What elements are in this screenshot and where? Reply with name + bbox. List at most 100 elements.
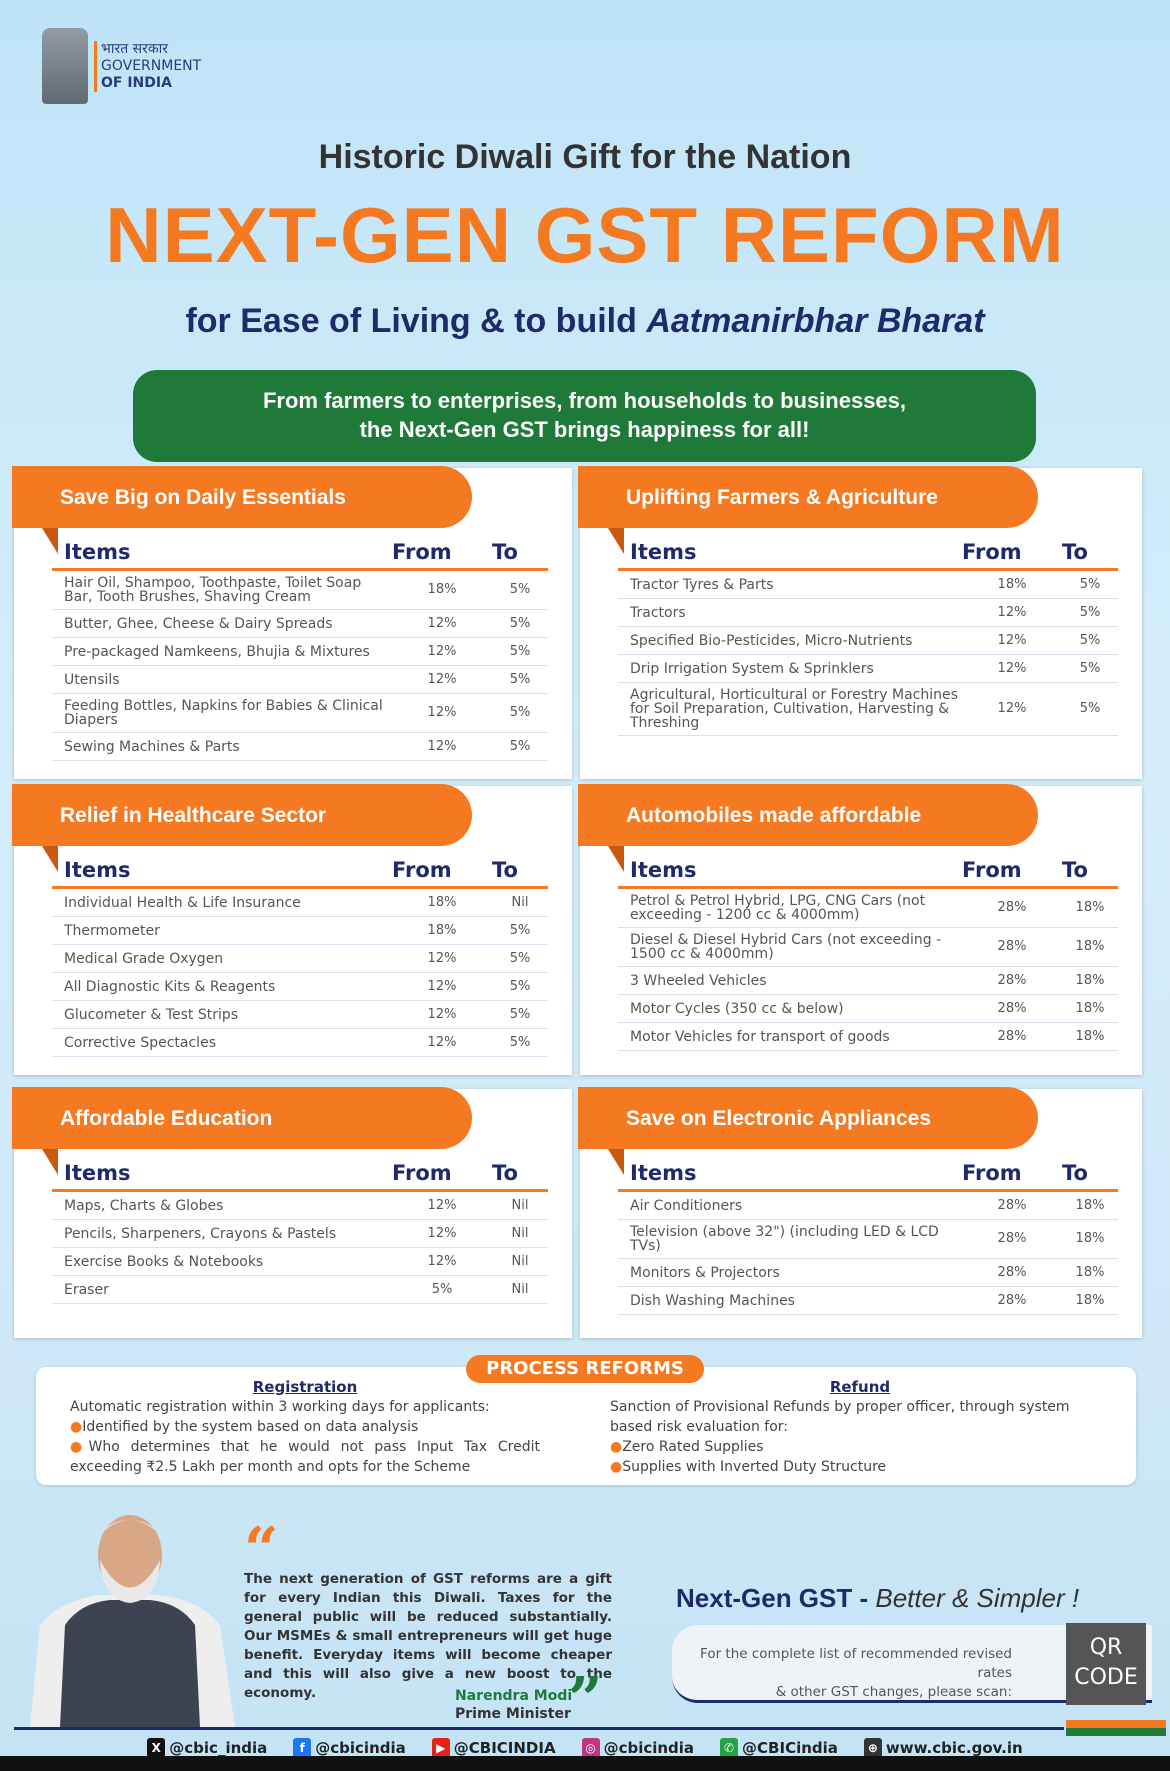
section-panel: Relief in Healthcare Sector Items From To I…	[12, 784, 572, 1075]
quote-role: Prime Minister	[455, 1706, 571, 1722]
header-to: To	[492, 540, 518, 564]
refund-bullet: ●Zero Rated Supplies	[610, 1439, 764, 1455]
social-link[interactable]: f @cbicindia	[293, 1738, 406, 1758]
instagram-icon: ◎	[581, 1738, 600, 1758]
table-row: Motor Cycles (350 cc & below) 28% 18%	[618, 995, 1118, 1023]
social-link[interactable]: ▶ @CBICINDIA	[431, 1738, 556, 1758]
bottom-bar	[0, 1756, 1170, 1771]
table-row: Agricultural, Horticultural or Forestry …	[618, 683, 1118, 736]
section-title: Relief in Healthcare Sector	[12, 784, 472, 872]
to-rate: 18%	[1075, 972, 1105, 988]
to-rate: 18%	[1075, 1264, 1105, 1280]
to-rate: 18%	[1075, 900, 1105, 915]
item: Monitors & Projectors	[630, 1264, 780, 1281]
header-from: From	[392, 858, 452, 882]
social-handle: www.cbic.gov.in	[885, 1739, 1023, 1757]
to-rate: Nil	[511, 1197, 529, 1213]
page-title: Historic Diwali Gift for the Nation	[318, 138, 852, 176]
section-panel: Uplifting Farmers & Agriculture Items Fro…	[578, 466, 1142, 779]
social-link[interactable]: X @cbic_india	[147, 1738, 267, 1758]
social-handle: @cbic_india	[169, 1739, 268, 1757]
rates-table: Items From To Maps, Charts & Globes 12% Nil Pe…	[52, 1155, 548, 1304]
whatsapp-icon: ✆	[720, 1738, 739, 1758]
header-from: From	[392, 1161, 452, 1185]
item: Eraser	[64, 1281, 109, 1298]
social-handle: @cbicindia	[315, 1739, 406, 1757]
to-rate: 5%	[509, 1006, 531, 1022]
header-items: Items	[630, 858, 697, 882]
refund-title: Refund	[829, 1378, 891, 1396]
qr-code[interactable]: QR CODE	[1066, 1623, 1146, 1705]
social-handle: @CBICindia	[742, 1739, 838, 1757]
item: Maps, Charts & Globes	[64, 1197, 224, 1214]
from-rate: 12%	[997, 660, 1027, 676]
item: Motor Cycles (350 cc & below)	[630, 1000, 844, 1017]
national-emblem-icon	[42, 28, 88, 104]
table-row: Monitors & Projectors 28% 18%	[618, 1259, 1118, 1287]
table-row: Maps, Charts & Globes 12% Nil	[52, 1192, 548, 1220]
item: Pencils, Sharpeners, Crayons & Pastels	[64, 1225, 337, 1242]
header-items: Items	[64, 540, 131, 564]
social-link[interactable]: ✆ @CBICindia	[720, 1738, 838, 1758]
item: Petrol & Petrol Hybrid, LPG, CNG Cars (n…	[630, 893, 926, 923]
section-title: Uplifting Farmers & Agriculture	[578, 466, 1038, 554]
table-row: Pencils, Sharpeners, Crayons & Pastels 12…	[52, 1220, 548, 1248]
to-rate: 5%	[1079, 701, 1101, 716]
to-rate: Nil	[511, 894, 529, 910]
from-rate: 12%	[997, 604, 1027, 620]
table-row: Utensils 12% 5%	[52, 666, 548, 694]
header-to: To	[492, 1161, 518, 1185]
from-rate: 28%	[997, 1292, 1027, 1308]
quote-author: Narendra Modi	[455, 1688, 573, 1704]
social-links: X @cbic_india f @cbicindia ▶ @CBICINDIA ◎ @cbic…	[0, 1732, 1170, 1764]
green-banner: From farmers to enterprises, from househ…	[133, 370, 1036, 462]
to-rate: 5%	[1079, 576, 1101, 592]
table-row: Diesel & Diesel Hybrid Cars (not exceedi…	[618, 928, 1118, 967]
social-link[interactable]: ◎ @cbicindia	[581, 1738, 694, 1758]
table-row: Exercise Books & Notebooks 12% Nil	[52, 1248, 548, 1276]
rates-table: Items From To Hair Oil, Shampoo, Toothpaste…	[52, 534, 548, 761]
item: Motor Vehicles for transport of goods	[630, 1028, 890, 1045]
from-rate: 12%	[427, 978, 457, 994]
to-rate: 5%	[509, 643, 531, 659]
headline: NEXT-GEN GST REFORM	[105, 191, 1065, 279]
header-items: Items	[630, 540, 697, 564]
section-panel: Affordable Education Items From To Maps, Ch…	[12, 1087, 572, 1338]
section-panel: Save on Electronic Appliances Items From T…	[578, 1087, 1142, 1338]
social-link[interactable]: ⊕ www.cbic.gov.in	[863, 1738, 1023, 1758]
section-title: Save Big on Daily Essentials	[12, 466, 472, 554]
registration-title: Registration	[252, 1378, 358, 1396]
refund-column: Refund Sanction of Provisional Refunds b…	[610, 1377, 1110, 1477]
table-row: Thermometer 18% 5%	[52, 917, 548, 945]
from-rate: 12%	[427, 615, 457, 631]
header-from: From	[962, 540, 1022, 564]
prime-minister-photo	[30, 1515, 235, 1727]
item: Diesel & Diesel Hybrid Cars (not exceedi…	[630, 932, 942, 962]
item: Exercise Books & Notebooks	[64, 1253, 264, 1270]
item: Television (above 32") (including LED & …	[630, 1224, 939, 1254]
table-row: Specified Bio-Pesticides, Micro-Nutrient…	[618, 627, 1118, 655]
header-to: To	[1062, 1161, 1088, 1185]
section-panel: Automobiles made affordable Items From To P…	[578, 784, 1142, 1075]
header-to: To	[1062, 858, 1088, 882]
from-rate: 12%	[427, 705, 457, 720]
to-rate: Nil	[511, 1281, 529, 1297]
globe-icon: ⊕	[863, 1738, 882, 1758]
process-reforms-panel: Registration Automatic registration with…	[36, 1367, 1136, 1485]
header-from: From	[962, 1161, 1022, 1185]
rates-table: Items From To Air Conditioners 28% 18% Televis…	[618, 1155, 1118, 1315]
footer-divider	[14, 1727, 1064, 1730]
from-rate: 12%	[427, 950, 457, 966]
to-rate: Nil	[511, 1253, 529, 1269]
table-row: Petrol & Petrol Hybrid, LPG, CNG Cars (n…	[618, 889, 1118, 928]
table-row: Medical Grade Oxygen 12% 5%	[52, 945, 548, 973]
header-to: To	[1062, 540, 1088, 564]
item: Corrective Spectacles	[64, 1034, 216, 1051]
header-items: Items	[630, 1161, 697, 1185]
from-rate: 28%	[997, 1197, 1027, 1213]
table-row: Pre-packaged Namkeens, Bhujia & Mixtures…	[52, 638, 548, 666]
item: Glucometer & Test Strips	[64, 1006, 239, 1023]
table-row: Air Conditioners 28% 18%	[618, 1192, 1118, 1220]
banner-line2: the Next-Gen GST brings happiness for al…	[359, 417, 810, 442]
to-rate: 18%	[1075, 1292, 1105, 1308]
